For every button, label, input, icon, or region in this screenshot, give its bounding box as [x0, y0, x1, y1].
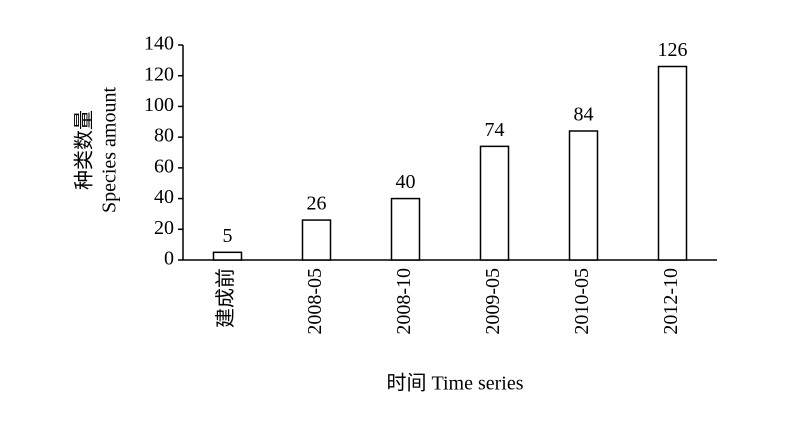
y-tick-label: 100	[144, 94, 174, 116]
y-tick-label: 20	[154, 217, 174, 239]
y-tick-label: 60	[154, 155, 174, 177]
y-tick-label: 140	[144, 33, 174, 55]
y-axis-label: Species amount	[99, 87, 121, 214]
bar	[568, 130, 599, 261]
bar	[301, 219, 332, 261]
y-tick-label: 120	[144, 63, 174, 85]
value-label: 40	[396, 171, 416, 193]
x-tick-label: 建成前	[214, 268, 237, 328]
y-tick-label: 40	[154, 186, 174, 208]
bar	[390, 197, 421, 261]
bar	[212, 251, 243, 261]
x-tick-label: 2008-05	[304, 268, 326, 335]
value-label: 5	[223, 225, 233, 247]
y-tick-label: 80	[154, 125, 174, 147]
x-tick-label: 2010-05	[571, 268, 593, 335]
y-axis-label: 种类数量	[73, 110, 96, 190]
bar	[479, 145, 510, 261]
x-tick-label: 2009-05	[482, 268, 504, 335]
x-tick-label: 2012-10	[660, 268, 682, 335]
value-label: 126	[658, 39, 688, 61]
bar	[657, 65, 688, 261]
value-label: 84	[574, 104, 594, 126]
value-label: 26	[307, 193, 327, 215]
value-label: 74	[485, 119, 505, 141]
x-axis-label: 时间 Time series	[386, 372, 523, 395]
y-tick-label: 0	[164, 248, 174, 270]
x-tick-label: 2008-10	[393, 268, 415, 335]
